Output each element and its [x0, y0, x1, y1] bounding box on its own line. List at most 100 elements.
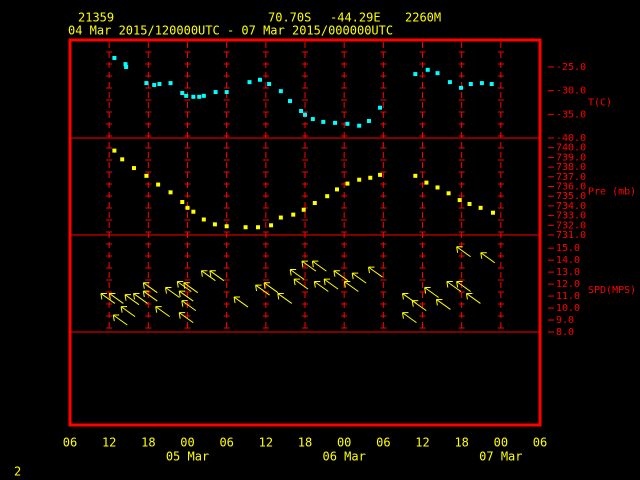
wind-arrow: [401, 312, 417, 324]
wind-arrow: [142, 282, 158, 294]
wind-arrow: [277, 292, 293, 304]
latitude: 70.70S: [268, 11, 311, 25]
data-point: [157, 82, 162, 87]
data-point: [191, 209, 196, 214]
wind-arrow: [255, 284, 270, 296]
data-point: [124, 64, 129, 69]
data-point: [131, 166, 136, 171]
data-point: [303, 112, 307, 117]
wind-arrow: [424, 286, 439, 298]
y-tick-label: 732.0: [556, 220, 586, 231]
wind-arrow: [178, 290, 194, 302]
y-tick-label: -35.0: [556, 109, 586, 120]
x-tick-label: 06: [219, 436, 233, 450]
wind-arrow: [293, 278, 309, 290]
data-point: [180, 200, 185, 205]
y-tick-label: 11.0: [556, 291, 580, 302]
y-tick-label: -25.0: [556, 62, 586, 73]
station-id: 21359: [78, 11, 114, 25]
data-point: [144, 173, 149, 178]
data-point: [123, 62, 128, 67]
data-point: [247, 80, 252, 85]
date-label: 07 Mar: [479, 450, 522, 464]
y-tick-label: 739.0: [556, 152, 586, 163]
wind-arrow: [343, 280, 359, 292]
data-point: [191, 94, 196, 99]
x-tick-label: 18: [141, 436, 155, 450]
wind-arrow: [311, 260, 327, 272]
data-point: [479, 81, 484, 86]
longitude: -44.29E: [330, 11, 381, 25]
y-tick-label: 9.0: [556, 315, 574, 326]
data-point: [201, 93, 206, 98]
y-tick-label: 13.0: [556, 267, 580, 278]
data-point: [256, 225, 260, 230]
data-point: [287, 99, 292, 104]
data-point: [185, 205, 190, 210]
date-label: 06 Mar: [322, 450, 365, 464]
x-tick-label: 06: [63, 436, 77, 450]
wind-arrow: [233, 296, 249, 308]
data-point: [333, 120, 338, 125]
data-point: [278, 215, 283, 220]
data-point: [378, 172, 383, 177]
date-label: 05 Mar: [166, 450, 209, 464]
wind-arrow: [456, 246, 471, 258]
data-point: [357, 177, 362, 182]
data-point: [224, 90, 229, 95]
wind-arrow: [446, 280, 462, 292]
y-tick-label: 14.0: [556, 255, 580, 266]
wind-arrow: [164, 286, 180, 298]
data-point: [291, 212, 296, 217]
period: 04 Mar 2015/120000UTC - 07 Mar 2015/0000…: [68, 24, 393, 38]
wind-arrow: [200, 270, 216, 282]
wind-arrow: [465, 292, 481, 304]
wind-arrow: [178, 312, 194, 324]
data-point: [368, 175, 373, 180]
data-point: [257, 77, 262, 82]
wind-arrow: [209, 270, 225, 282]
data-point: [312, 200, 317, 205]
data-point: [447, 80, 452, 85]
data-point: [413, 72, 418, 77]
data-point: [467, 201, 472, 206]
wind-arrow: [120, 306, 136, 318]
data-point: [489, 82, 494, 87]
data-point: [357, 123, 362, 128]
data-point: [491, 210, 495, 215]
y-tick-label: 737.0: [556, 172, 586, 183]
data-point: [334, 187, 339, 192]
data-point: [184, 93, 189, 98]
data-point: [120, 157, 125, 162]
y-axis-label: T(C): [588, 97, 612, 108]
data-point: [345, 181, 350, 186]
wind-arrow: [411, 300, 427, 312]
elevation: 2260M: [405, 11, 441, 25]
y-tick-label: 735.0: [556, 191, 586, 202]
data-point: [112, 55, 117, 60]
wind-arrow: [456, 280, 471, 292]
x-tick-label: 18: [298, 436, 312, 450]
x-tick-label: 06: [376, 436, 390, 450]
y-tick-label: 734.0: [556, 201, 586, 212]
y-tick-label: 736.0: [556, 182, 586, 193]
wind-arrow: [263, 282, 279, 294]
data-point: [478, 205, 483, 210]
data-point: [267, 82, 272, 87]
wind-arrow: [368, 266, 383, 278]
x-tick-label: 12: [415, 436, 429, 450]
data-point: [457, 198, 462, 203]
x-tick-label: 12: [102, 436, 116, 450]
wind-arrow: [323, 278, 339, 290]
data-point: [112, 148, 117, 153]
data-point: [413, 173, 418, 178]
data-point: [310, 117, 315, 122]
data-point: [435, 185, 440, 190]
data-point: [212, 222, 217, 227]
wind-arrow: [100, 292, 116, 304]
y-tick-label: 12.0: [556, 279, 580, 290]
data-point: [144, 81, 149, 86]
y-tick-label: 740.0: [556, 143, 586, 154]
y-tick-label: -40.0: [556, 133, 586, 144]
